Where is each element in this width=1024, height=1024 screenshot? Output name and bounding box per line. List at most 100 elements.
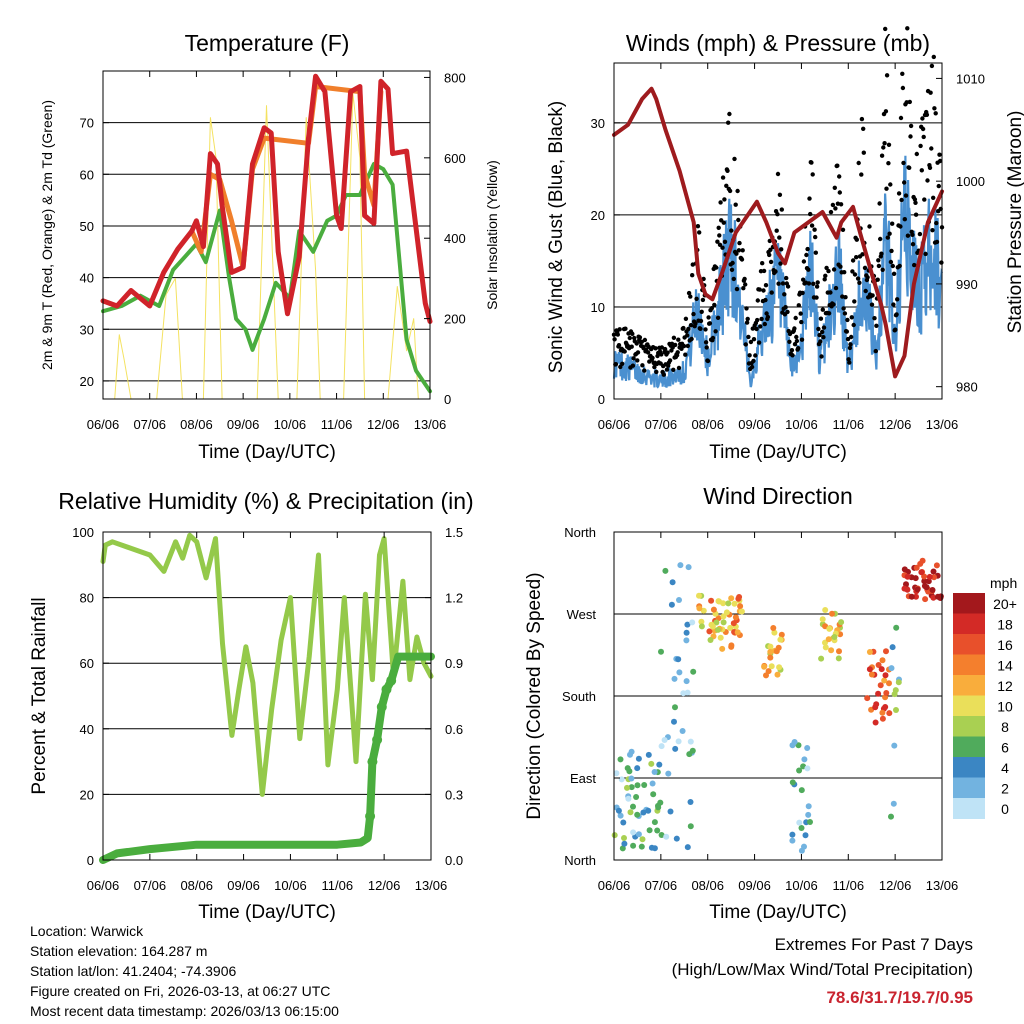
gust-point — [746, 334, 751, 340]
humidity-series — [99, 532, 435, 864]
gust-point — [816, 326, 821, 332]
gust-point — [818, 316, 824, 321]
humidity-xlabel: Time (Day/UTC) — [198, 902, 336, 923]
gust-point — [686, 290, 692, 296]
gust-point — [845, 336, 851, 342]
gust-point — [743, 282, 748, 287]
direction-point — [864, 695, 871, 702]
direction-point — [710, 606, 717, 613]
gust-point — [754, 326, 759, 332]
gust-point — [717, 233, 722, 238]
gust-point — [758, 324, 763, 329]
gust-point — [830, 202, 836, 208]
gust-point — [901, 160, 906, 166]
direction-point — [838, 619, 845, 626]
wind-direction-series — [611, 557, 944, 854]
colorbar-swatch — [953, 716, 985, 737]
gust-point — [908, 134, 913, 139]
gust-point — [642, 337, 648, 343]
direction-point — [882, 672, 889, 679]
gust-point — [755, 317, 760, 323]
direction-point — [630, 829, 637, 836]
gust-point — [931, 195, 936, 200]
gust-point — [715, 239, 720, 244]
winds-plot-frame — [613, 62, 943, 400]
gust-point — [845, 317, 850, 323]
x-tick-label: 07/06 — [133, 417, 166, 432]
gust-point — [727, 188, 733, 194]
gust-point — [879, 153, 885, 158]
gust-point — [706, 315, 711, 320]
gust-point — [894, 312, 899, 317]
direction-point — [661, 737, 668, 743]
gust-point — [903, 193, 909, 198]
colorbar-swatch — [953, 593, 985, 614]
wind-direction-xlabel: Time (Day/UTC) — [709, 902, 847, 923]
gust-point — [801, 277, 806, 282]
x-tick-label: 12/06 — [368, 878, 401, 893]
direction-point — [914, 586, 921, 593]
gust-point — [801, 259, 807, 264]
direction-point — [883, 648, 889, 655]
gust-point — [760, 261, 765, 266]
gust-point — [745, 316, 750, 322]
x-tick-label: 08/06 — [691, 878, 724, 893]
gust-point — [883, 26, 888, 32]
gust-point — [838, 202, 844, 207]
gust-point — [792, 342, 798, 347]
gust-point — [729, 228, 734, 233]
direction-point — [732, 614, 739, 621]
gust-point — [821, 335, 826, 340]
gust-point — [759, 316, 764, 322]
direction-point — [617, 812, 624, 819]
gust-point — [627, 335, 632, 341]
y-tick-label: 50 — [80, 219, 94, 234]
wind-direction-panel: Wind Direction North East South West North 0… — [524, 483, 1017, 923]
gust-point — [799, 319, 804, 325]
x-tick-label: 10/06 — [785, 878, 818, 893]
y2-tick-label: 0 — [444, 392, 451, 407]
direction-point — [675, 656, 682, 663]
gust-point — [775, 212, 780, 217]
x-tick-label: 07/06 — [645, 878, 678, 893]
gust-point — [897, 263, 902, 269]
gust-point — [872, 316, 877, 321]
gust-point — [778, 261, 783, 266]
gust-point — [714, 265, 719, 270]
gust-point — [653, 346, 658, 351]
gust-point — [777, 235, 782, 240]
direction-point — [634, 782, 641, 789]
direction-point — [934, 593, 941, 600]
gust-point — [623, 326, 628, 331]
direction-point — [930, 594, 937, 601]
gust-point — [640, 363, 645, 368]
direction-point — [804, 745, 811, 751]
gust-point — [842, 311, 848, 316]
gust-point — [823, 273, 828, 278]
gust-point — [616, 343, 622, 348]
gust-point — [821, 325, 827, 330]
gust-point — [912, 262, 917, 268]
winds-xlabel: Time (Day/UTC) — [709, 442, 847, 463]
gust-point — [730, 260, 735, 266]
gust-point — [691, 311, 696, 317]
x-tick-label: 12/06 — [367, 417, 400, 432]
gust-point — [780, 281, 786, 286]
gust-point — [886, 142, 892, 147]
direction-point — [684, 844, 691, 851]
direction-point — [665, 770, 672, 777]
gust-point — [698, 326, 703, 331]
gust-point — [727, 111, 732, 117]
gust-point — [880, 267, 885, 272]
y-tick-label: North — [564, 525, 596, 540]
direction-point — [627, 809, 634, 816]
gust-point — [724, 183, 729, 188]
gust-point — [613, 362, 619, 367]
gust-point — [831, 302, 836, 307]
direction-point — [619, 845, 626, 852]
gust-point — [807, 196, 812, 201]
gust-point — [913, 212, 919, 217]
gust-point — [899, 197, 904, 203]
temperature-title: Temperature (F) — [185, 30, 350, 56]
direction-point — [796, 767, 803, 774]
